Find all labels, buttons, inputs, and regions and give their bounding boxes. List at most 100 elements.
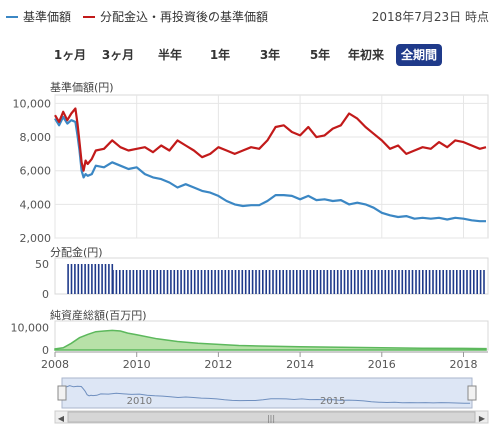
dividend-bar bbox=[384, 270, 387, 294]
dividend-bar bbox=[408, 270, 410, 294]
dividend-bar bbox=[459, 270, 461, 294]
dividend-bar bbox=[94, 264, 97, 294]
dividend-bar bbox=[170, 270, 172, 294]
dividend-bar bbox=[275, 270, 278, 294]
dividend-bar bbox=[217, 270, 220, 294]
dividend-bar bbox=[367, 270, 370, 294]
legend-item-reinvested[interactable]: 分配金込・再投資後の基準価額 bbox=[83, 8, 268, 25]
nav-series-line bbox=[54, 115, 486, 223]
dividend-bar bbox=[428, 270, 431, 294]
assets-y-tick-label: 10,000 bbox=[11, 322, 50, 335]
dividend-bar bbox=[268, 270, 271, 294]
dividend-bar bbox=[241, 270, 244, 294]
dividend-bar bbox=[401, 270, 404, 294]
dividend-bar bbox=[370, 270, 373, 294]
dividend-bar bbox=[142, 270, 145, 294]
x-tick-label: 2018 bbox=[449, 358, 477, 371]
navigator-left-handle[interactable] bbox=[57, 385, 67, 401]
dividend-bar bbox=[221, 270, 223, 294]
dividend-bar bbox=[418, 270, 421, 294]
dividend-bar bbox=[309, 270, 312, 294]
dividend-bar bbox=[190, 270, 193, 294]
dividend-bar bbox=[469, 270, 472, 294]
dividend-bar bbox=[415, 270, 417, 294]
dividend-bar bbox=[67, 264, 69, 294]
dividend-bar bbox=[357, 270, 359, 294]
scrollbar-grip: ||| bbox=[267, 414, 275, 423]
dividend-bar bbox=[449, 270, 451, 294]
dividend-bar bbox=[340, 270, 342, 294]
assets-y-tick-label: 0 bbox=[42, 344, 49, 357]
range-button-1y[interactable]: 1年 bbox=[209, 48, 231, 62]
dividend-bar bbox=[136, 270, 138, 294]
dividend-bar bbox=[296, 270, 298, 294]
dividend-bar bbox=[445, 270, 448, 294]
dividend-bar bbox=[193, 270, 196, 294]
dividend-bar bbox=[108, 264, 110, 294]
range-button-3y[interactable]: 3年 bbox=[259, 48, 281, 62]
dividend-bar bbox=[473, 270, 475, 294]
dividend-bar bbox=[234, 270, 237, 294]
legend-item-nav[interactable]: 基準価額 bbox=[6, 8, 71, 25]
range-button-1m[interactable]: 1ヶ月 bbox=[53, 48, 87, 62]
dividend-bar bbox=[166, 270, 169, 294]
dividend-bar bbox=[381, 270, 383, 294]
x-tick-label: 2016 bbox=[368, 358, 396, 371]
dividend-bar bbox=[476, 270, 478, 294]
dividend-bar bbox=[77, 264, 80, 294]
range-button-ytd[interactable]: 年初来 bbox=[347, 48, 384, 62]
dividend-bar bbox=[391, 270, 393, 294]
dividend-bar bbox=[104, 264, 107, 294]
x-tick-label: 2014 bbox=[286, 358, 314, 371]
dividend-bar bbox=[153, 270, 155, 294]
dividend-bar bbox=[238, 270, 240, 294]
assets-panel-title: 純資産総額(百万円) bbox=[50, 309, 147, 322]
dividend-bar bbox=[316, 270, 318, 294]
dividend-bar bbox=[139, 270, 141, 294]
dividend-bar bbox=[214, 270, 216, 294]
dividend-bar bbox=[262, 270, 264, 294]
range-button-all[interactable]: 全期間 bbox=[396, 44, 442, 66]
dividend-bar bbox=[377, 270, 380, 294]
dividend-bar bbox=[387, 270, 390, 294]
dividend-bar bbox=[97, 264, 100, 294]
dividend-bar bbox=[180, 270, 182, 294]
navigator-tick-label: 2015 bbox=[320, 396, 345, 407]
dividend-bar bbox=[87, 264, 90, 294]
dividend-bar bbox=[224, 270, 227, 294]
dividend-bar bbox=[265, 270, 267, 294]
dividend-bar bbox=[197, 270, 199, 294]
dividend-bar bbox=[330, 270, 332, 294]
dividend-bar bbox=[112, 270, 114, 294]
dividend-bar bbox=[333, 270, 336, 294]
dividend-bar bbox=[452, 270, 455, 294]
dividend-bar bbox=[306, 270, 308, 294]
scrollbar-thumb[interactable] bbox=[67, 411, 476, 423]
dividend-bar bbox=[479, 270, 482, 294]
x-tick-label: 2008 bbox=[41, 358, 69, 371]
dividend-bar bbox=[326, 270, 329, 294]
legend-label-nav: 基準価額 bbox=[23, 10, 72, 24]
dividend-bar bbox=[227, 270, 230, 294]
dividend-bar bbox=[125, 270, 128, 294]
dividend-bar bbox=[173, 270, 176, 294]
x-tick-label: 2010 bbox=[123, 358, 151, 371]
scrollbar-right-arrow[interactable]: ▶ bbox=[479, 414, 486, 423]
dividend-bar bbox=[336, 270, 339, 294]
dividend-bar bbox=[411, 270, 414, 294]
dividend-bar bbox=[272, 270, 274, 294]
price-y-tick-label: 4,000 bbox=[20, 198, 52, 211]
dividend-bar bbox=[231, 270, 233, 294]
dividend-bar bbox=[115, 270, 118, 294]
dividend-bar bbox=[289, 270, 291, 294]
navigator-tick-label: 2010 bbox=[127, 396, 152, 407]
range-button-5y[interactable]: 5年 bbox=[309, 48, 331, 62]
scrollbar-left-arrow[interactable]: ◀ bbox=[58, 414, 65, 423]
range-button-3m[interactable]: 3ヶ月 bbox=[101, 48, 135, 62]
navigator-right-handle[interactable] bbox=[467, 385, 477, 401]
range-button-6m[interactable]: 半年 bbox=[157, 48, 182, 62]
dividend-bar bbox=[292, 270, 295, 294]
dividend-bar bbox=[374, 270, 376, 294]
dividend-bar bbox=[258, 270, 261, 294]
